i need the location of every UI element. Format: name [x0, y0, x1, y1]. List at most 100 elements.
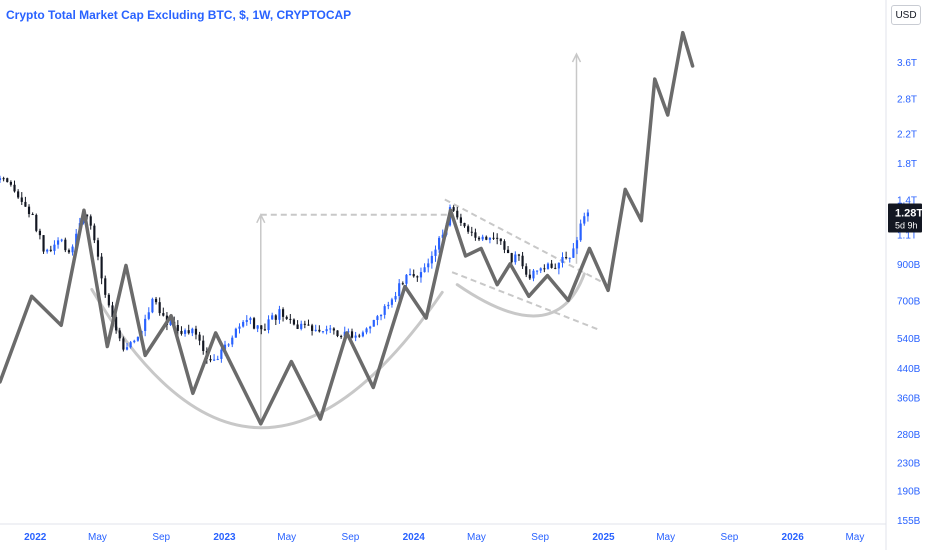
candle-body: [336, 330, 339, 337]
candle: [147, 307, 150, 321]
candle: [180, 326, 183, 336]
candle-body: [517, 254, 521, 256]
candle: [525, 263, 528, 278]
candle-body: [496, 237, 499, 239]
candle-body: [340, 336, 343, 338]
candle-body: [539, 268, 542, 271]
candle: [554, 263, 557, 270]
candle: [187, 324, 190, 335]
candle: [456, 206, 459, 220]
candle-body: [423, 267, 426, 273]
candle-body: [296, 324, 299, 329]
big-cup-arc: [90, 287, 444, 430]
candle: [89, 214, 92, 230]
y-tick-label: 1.1T: [897, 231, 917, 242]
candle: [100, 253, 103, 285]
candle: [492, 232, 495, 240]
candle: [162, 307, 165, 317]
candle-body: [314, 329, 317, 331]
candle: [477, 236, 481, 242]
candle-body: [546, 263, 550, 269]
candle-body: [470, 231, 473, 233]
candle-body: [53, 244, 56, 251]
candle: [245, 315, 248, 326]
candle: [496, 233, 499, 245]
candle-body: [104, 278, 107, 295]
candle-body: [285, 316, 288, 319]
candle-body: [405, 274, 408, 284]
candle: [470, 226, 473, 237]
candle: [13, 180, 16, 193]
candle-body: [89, 216, 92, 226]
candle: [122, 336, 125, 352]
candle-body: [398, 283, 401, 297]
candle: [318, 325, 321, 333]
candle: [60, 238, 63, 243]
last-price-flag-bg: [888, 203, 922, 233]
last-price-value: 1.28T: [895, 208, 923, 220]
candle: [104, 275, 107, 298]
candle: [398, 279, 401, 301]
candle-body: [133, 340, 136, 343]
x-tick-label: 2024: [403, 532, 426, 543]
candle: [271, 312, 274, 320]
measured-move-arrowhead: [571, 52, 582, 63]
measured-move-arrowhead: [256, 213, 266, 224]
candle: [336, 330, 339, 338]
x-tick-label: Sep: [152, 532, 170, 543]
candle: [296, 320, 299, 330]
currency-button[interactable]: USD: [891, 5, 921, 25]
candle-body: [158, 302, 161, 314]
candle-body: [249, 318, 252, 321]
candle: [354, 331, 357, 342]
candle-body: [176, 324, 179, 331]
candle: [572, 243, 575, 259]
candle: [0, 175, 2, 183]
candle-body: [514, 254, 517, 263]
candle: [358, 333, 361, 338]
candle: [485, 235, 488, 241]
candle: [387, 301, 390, 310]
y-tick-label: 3.6T: [897, 58, 917, 69]
candle-body: [115, 317, 118, 331]
candle: [256, 325, 259, 333]
y-tick-label: 2.8T: [897, 95, 917, 106]
price-axis[interactable]: 3.6T 2.8T 2.2T 1.8T 1.4T 1.1T 900B 700B 540B 440B…: [897, 58, 921, 527]
candle: [96, 237, 100, 261]
candle: [249, 316, 252, 325]
candle-body: [361, 332, 364, 337]
candle-body: [281, 309, 285, 317]
candle-body: [147, 312, 150, 319]
candle: [64, 237, 67, 253]
candle-body: [86, 214, 89, 217]
candle: [242, 320, 245, 328]
candle: [340, 334, 343, 339]
small-cup-arc: [455, 272, 586, 318]
candle-body: [525, 266, 528, 275]
y-tick-label: 2.2T: [897, 130, 917, 141]
x-tick-label: May: [277, 532, 296, 543]
candle: [481, 234, 484, 242]
candle-body: [245, 320, 248, 322]
candle: [419, 267, 423, 283]
candle-body: [419, 272, 423, 278]
y-tick-label: 440B: [897, 364, 921, 375]
candle-body: [0, 178, 2, 181]
time-axis[interactable]: 2022 May Sep 2023 May Sep 2024 May Sep 2025 May Sep…: [24, 532, 864, 543]
candle-body: [307, 324, 310, 326]
candle-body: [474, 232, 477, 238]
candle: [321, 331, 325, 334]
candle-body: [481, 236, 484, 240]
candle: [474, 228, 477, 241]
candle: [506, 246, 510, 254]
candle: [536, 270, 539, 275]
candle-body: [521, 255, 524, 267]
candle: [423, 263, 426, 273]
y-tick-label: 900B: [897, 260, 921, 271]
candle: [216, 355, 219, 361]
candle-body: [198, 334, 201, 341]
candle-body: [56, 240, 60, 245]
candle-body: [271, 315, 274, 320]
